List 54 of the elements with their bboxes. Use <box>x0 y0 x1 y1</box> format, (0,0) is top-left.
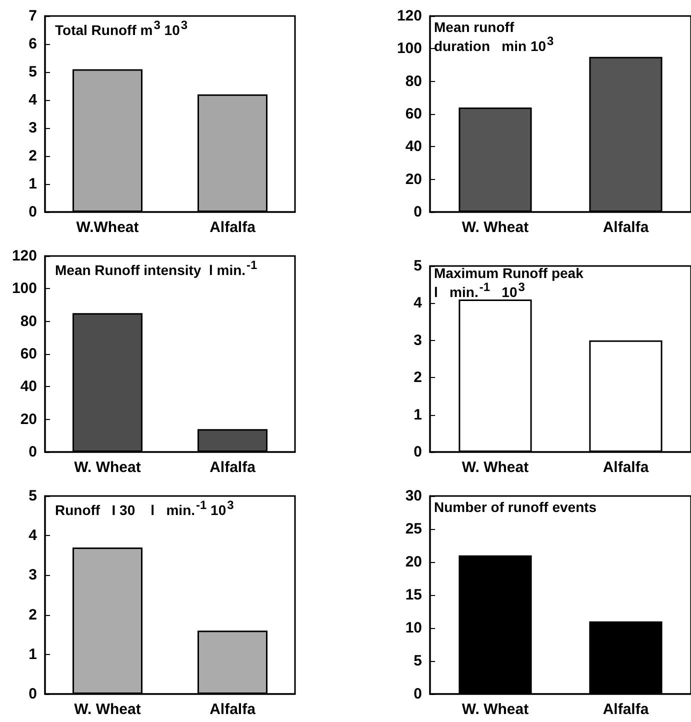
y-tick-label: 1 <box>414 406 422 424</box>
y-tick-label: 2 <box>414 369 422 386</box>
y-tick-label: 2 <box>28 606 37 624</box>
y-tick-label: 20 <box>20 410 37 428</box>
y-tick-label: 25 <box>405 520 422 538</box>
x-tick-label: W. Wheat <box>74 459 141 476</box>
x-tick-label: Alfalfa <box>210 459 256 476</box>
y-tick-label: 0 <box>28 686 37 702</box>
x-tick-label: Alfalfa <box>210 219 256 236</box>
y-tick-label: 2 <box>28 148 37 164</box>
y-tick-label: 80 <box>405 72 422 90</box>
chart-title: Number of runoff events <box>434 499 597 515</box>
y-tick-label: 0 <box>414 444 422 460</box>
y-tick-label: 4 <box>28 527 38 544</box>
x-tick-label: Alfalfa <box>602 701 650 718</box>
y-tick-label: 7 <box>28 8 37 24</box>
y-tick-label: 10 <box>405 620 422 636</box>
x-tick-label: Alfalfa <box>602 459 650 476</box>
y-tick-label: 3 <box>414 332 422 349</box>
y-tick-label: 60 <box>20 346 37 362</box>
y-tick-label: 100 <box>12 280 37 298</box>
y-tick-label: 15 <box>405 586 422 604</box>
x-tick-label: W. Wheat <box>74 701 141 718</box>
y-tick-label: 20 <box>405 554 422 570</box>
y-tick-label: 5 <box>28 488 37 504</box>
y-tick-label: 3 <box>28 566 37 584</box>
x-tick-label: W.Wheat <box>76 219 139 236</box>
y-tick-label: 120 <box>12 248 37 264</box>
y-tick-label: 100 <box>396 40 422 58</box>
x-tick-label: W. Wheat <box>462 459 529 476</box>
y-tick-label: 80 <box>20 312 37 330</box>
y-tick-label: 30 <box>405 488 422 504</box>
y-tick-label: 0 <box>28 204 37 220</box>
y-tick-label: 1 <box>28 176 37 192</box>
y-tick-label: 40 <box>405 138 422 156</box>
y-tick-label: 6 <box>28 36 37 52</box>
y-tick-label: 0 <box>414 686 422 702</box>
y-tick-label: 0 <box>414 204 422 220</box>
y-tick-label: 4 <box>414 294 423 312</box>
y-tick-label: 20 <box>405 170 422 188</box>
y-tick-label: 0 <box>28 444 37 460</box>
y-tick-label: 40 <box>20 378 37 396</box>
x-tick-label: W. Wheat <box>462 219 529 236</box>
x-tick-label: Alfalfa <box>602 219 650 236</box>
y-tick-label: 120 <box>396 8 422 24</box>
y-tick-label: 5 <box>414 652 422 670</box>
x-tick-label: W. Wheat <box>462 701 529 718</box>
y-tick-label: 1 <box>28 646 37 663</box>
x-tick-label: Alfalfa <box>210 701 256 718</box>
y-tick-label: 60 <box>405 106 422 122</box>
y-tick-label: 5 <box>28 64 37 80</box>
y-tick-label: 5 <box>414 258 422 274</box>
y-tick-label: 3 <box>28 120 37 136</box>
y-tick-label: 4 <box>28 92 38 108</box>
